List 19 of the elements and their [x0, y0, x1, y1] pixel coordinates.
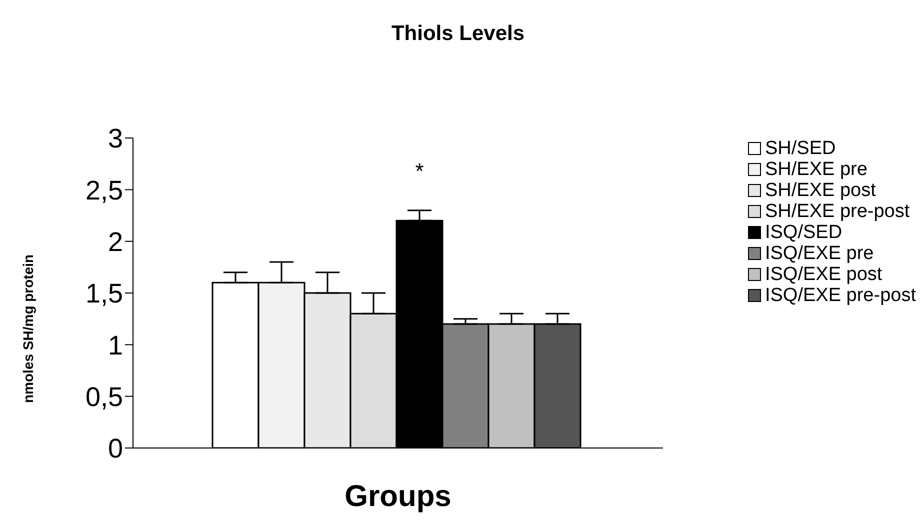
y-tick-label: 1,5 [85, 278, 123, 309]
y-tick-label: 0,5 [85, 382, 123, 412]
legend-label: ISQ/SED [764, 222, 842, 243]
legend-label: SH/EXE pre-post [764, 201, 910, 222]
y-tick-label: 0 [108, 434, 123, 464]
legend-label: ISQ/EXE pre [764, 243, 874, 264]
chart-title: Thiols Levels [390, 22, 526, 46]
y-tick-label: 2 [108, 226, 123, 257]
y-tick-label: 1 [108, 330, 123, 360]
legend-label: ISQ/EXE pre-post [764, 285, 916, 306]
legend-label: ISQ/EXE post [764, 264, 882, 285]
y-tick-label: 2,5 [85, 175, 123, 206]
annotation: * [415, 158, 424, 184]
y-tick-label: 3 [108, 124, 123, 154]
legend-label: SH/EXE pre [764, 159, 868, 180]
legend-label: SH/EXE post [764, 180, 876, 201]
x-axis-title: Groups [344, 480, 452, 513]
legend-label: SH/SED [764, 138, 836, 159]
y-axis-title: nmoles SH/mg protein [20, 254, 36, 403]
